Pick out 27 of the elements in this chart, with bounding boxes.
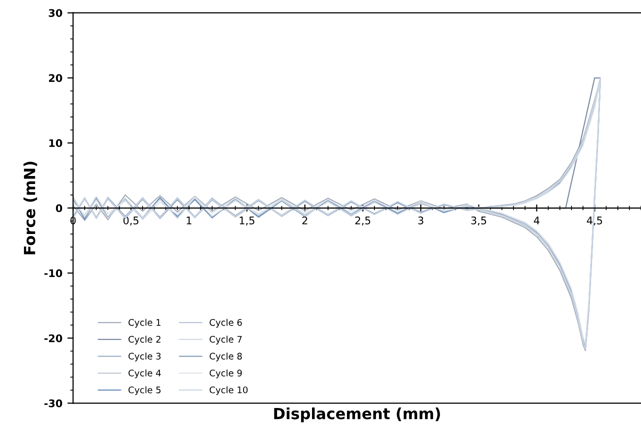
y-tick-label: -30 (44, 399, 62, 408)
x-tick-label: 1,5 (240, 216, 254, 226)
x-tick-label: 3,5 (471, 216, 486, 226)
x-tick-label: 1 (186, 216, 192, 224)
legend-label: Cycle 10 (210, 386, 248, 396)
legend-label: Cycle 2 (128, 336, 160, 344)
x-tick-label: 2 (302, 216, 308, 224)
legend-label: Cycle 8 (210, 352, 242, 362)
y-tick-label: 20 (48, 74, 62, 82)
legend-label: Cycle 1 (128, 318, 160, 328)
x-tick-label: 4,5 (586, 216, 602, 226)
legend-label: Cycle 4 (128, 369, 161, 378)
y-axis-title: Force (mN) (24, 162, 38, 254)
y-tick-label: -10 (44, 269, 62, 278)
x-axis-title: Displacement (mm) (274, 407, 440, 422)
legend-label: Cycle 3 (128, 352, 161, 362)
legend-label: Cycle 9 (210, 369, 242, 378)
legend-label: Cycle 5 (128, 386, 161, 396)
legend-label: Cycle 6 (210, 318, 242, 328)
y-tick-label: -20 (44, 334, 62, 342)
y-tick-label: 30 (48, 9, 62, 17)
y-tick-label: 0 (56, 204, 62, 212)
x-tick-label: 2,5 (355, 216, 370, 226)
legend-label: Cycle 7 (210, 336, 242, 344)
y-tick-label: 10 (49, 139, 62, 148)
x-tick-label: 4 (534, 216, 540, 224)
x-tick-label: 3 (418, 216, 424, 224)
